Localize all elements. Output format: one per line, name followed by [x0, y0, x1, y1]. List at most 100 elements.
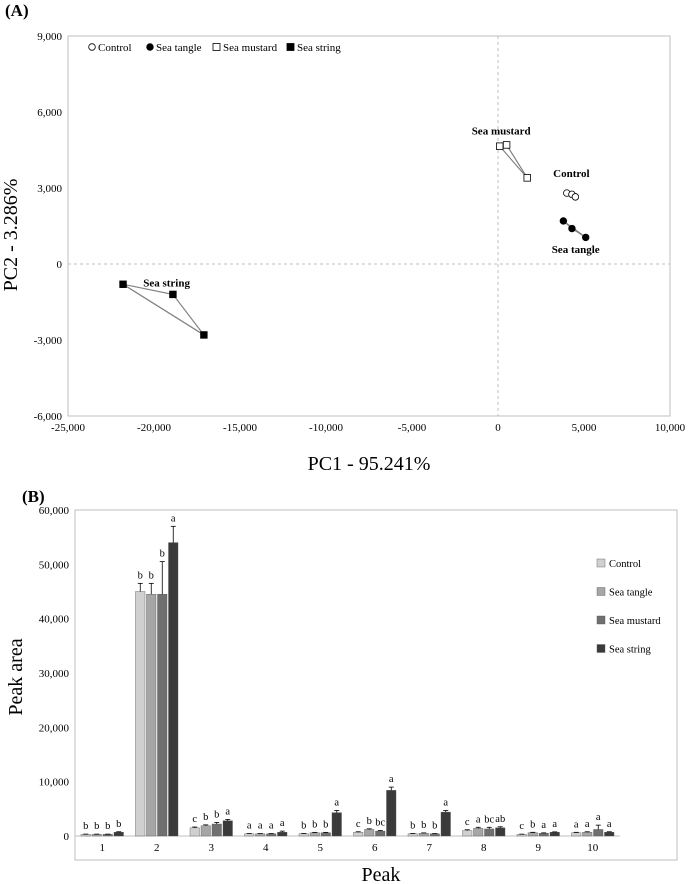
panel-a-label: (A): [5, 1, 29, 20]
pca-x-tick-label: 10,000: [655, 422, 686, 434]
bar-y-tick-label: 0: [64, 831, 70, 843]
bar-y-tick-label: 20,000: [39, 722, 70, 734]
bar-sea-tangle-peak-5: [309, 832, 320, 837]
bar-x-axis-title: Peak: [362, 864, 401, 884]
sea-mustard-group-label: Sea mustard: [472, 125, 531, 137]
bar-control-peak-9: [516, 834, 527, 837]
significance-letter-control-peak-5: b: [301, 821, 306, 832]
control-point: [571, 193, 580, 201]
legend-sea-string-marker: [286, 43, 295, 51]
bar-y-tick-label: 30,000: [39, 668, 70, 680]
bar-sea-mustard-peak-3: [211, 823, 222, 837]
bar-control-peak-10: [571, 832, 582, 837]
legend-sea-mustard-swatch: [596, 615, 606, 625]
significance-letter-sea-string-peak-4: a: [280, 818, 285, 829]
bar-sea-tangle-peak-3: [200, 825, 211, 837]
pca-plot-frame: [67, 35, 671, 417]
pca-x-tick-label: -5,000: [398, 422, 427, 434]
bar-sea-tangle-peak-7: [418, 833, 429, 837]
bar-sea-tangle-peak-9: [527, 832, 538, 837]
legend-control-marker: [88, 43, 96, 51]
bar-x-tick-label: 9: [536, 842, 542, 854]
pca-y-tick-label: 0: [57, 259, 63, 271]
pca-x-tick-label: 0: [495, 422, 501, 434]
sea-tangle-group-label: Sea tangle: [552, 244, 600, 256]
legend-control-label: Control: [609, 559, 641, 570]
significance-letter-sea-mustard-peak-9: a: [541, 820, 546, 831]
bar-y-axis-title: Peak area: [5, 638, 27, 715]
bar-sea-string-peak-2: [168, 542, 179, 837]
significance-letter-control-peak-3: c: [192, 814, 197, 825]
significance-letter-sea-tangle-peak-5: b: [312, 819, 317, 830]
significance-letter-sea-tangle-peak-9: b: [530, 819, 535, 830]
bar-x-tick-label: 10: [587, 842, 599, 854]
significance-letter-sea-tangle-peak-7: b: [421, 820, 426, 831]
bar-sea-mustard-peak-4: [266, 833, 277, 837]
significance-letter-control-peak-8: c: [465, 817, 470, 828]
bar-y-tick-label: 10,000: [39, 777, 70, 789]
bar-sea-string-peak-8: [495, 827, 506, 837]
legend-sea-tangle-marker: [146, 43, 154, 51]
pca-x-tick-label: 5,000: [572, 422, 597, 434]
pca-y-tick-label: -6,000: [34, 411, 63, 423]
bar-x-tick-label: 6: [372, 842, 378, 854]
significance-letter-sea-mustard-peak-6: bc: [375, 817, 385, 828]
bar-x-tick-label: 7: [427, 842, 433, 854]
significance-letter-sea-tangle-peak-4: a: [258, 821, 263, 832]
sea-mustard-point: [502, 141, 511, 149]
sea-tangle-point: [559, 217, 568, 225]
panel-b-label: (B): [22, 487, 45, 506]
significance-letter-control-peak-4: a: [247, 821, 252, 832]
bar-sea-tangle-peak-6: [364, 829, 375, 837]
significance-letter-sea-mustard-peak-10: a: [596, 812, 601, 823]
significance-letter-sea-tangle-peak-2: b: [149, 570, 154, 581]
sea-string-point: [169, 290, 177, 299]
legend-sea-tangle-swatch: [596, 587, 606, 596]
bar-x-tick-label: 3: [209, 842, 215, 854]
pca-x-axis-title: PC1 - 95.241%: [308, 453, 431, 475]
significance-letter-sea-tangle-peak-6: b: [367, 816, 372, 827]
significance-letter-sea-string-peak-2: a: [171, 513, 176, 524]
pca-y-axis-title: PC2 - 3.286%: [0, 179, 22, 292]
significance-letter-sea-string-peak-7: a: [443, 797, 448, 808]
bar-sea-mustard-peak-5: [320, 832, 331, 837]
bar-sea-mustard-peak-10: [593, 829, 604, 837]
legend-sea-tangle-label: Sea tangle: [156, 42, 202, 54]
bar-sea-string-peak-3: [222, 820, 233, 837]
bar-control-peak-8: [462, 830, 473, 837]
pca-x-tick-label: -15,000: [223, 422, 257, 434]
sea-tangle-point: [582, 233, 590, 242]
legend-sea-string-label: Sea string: [609, 645, 651, 656]
bar-sea-mustard-peak-9: [538, 833, 549, 837]
significance-letter-sea-string-peak-9: a: [552, 819, 557, 830]
sea-mustard-group-outline: [498, 144, 528, 179]
legend-sea-mustard-label: Sea mustard: [223, 42, 278, 54]
bar-control-peak-6: [353, 831, 364, 837]
significance-letter-control-peak-2: b: [138, 570, 143, 581]
bar-sea-string-peak-9: [549, 831, 560, 837]
significance-letter-control-peak-9: c: [519, 821, 524, 832]
sea-mustard-point: [523, 174, 531, 182]
significance-letter-sea-string-peak-3: a: [225, 806, 230, 817]
bar-control-peak-7: [407, 833, 418, 837]
sea-string-group-label: Sea string: [143, 278, 190, 290]
bar-y-tick-label: 40,000: [39, 614, 70, 626]
sea-string-group-outline: [122, 283, 205, 336]
bar-y-tick-label: 60,000: [39, 505, 70, 517]
bar-control-peak-1: [80, 834, 91, 837]
significance-letter-control-peak-10: a: [574, 819, 579, 830]
legend-sea-string-label: Sea string: [297, 42, 341, 54]
significance-letter-sea-tangle-peak-10: a: [585, 819, 590, 830]
sea-string-point: [119, 280, 127, 288]
sea-tangle-point: [568, 224, 576, 233]
bar-sea-tangle-peak-2: [146, 594, 157, 837]
pca-x-tick-label: -10,000: [309, 422, 343, 434]
significance-letter-sea-string-peak-10: a: [607, 819, 612, 830]
significance-letter-sea-mustard-peak-1: b: [105, 821, 110, 832]
bar-control-peak-5: [298, 833, 309, 837]
bar-sea-tangle-peak-4: [255, 833, 266, 837]
bar-sea-tangle-peak-1: [91, 834, 102, 837]
sea-mustard-point: [496, 142, 504, 150]
bar-x-tick-label: 1: [100, 842, 106, 854]
